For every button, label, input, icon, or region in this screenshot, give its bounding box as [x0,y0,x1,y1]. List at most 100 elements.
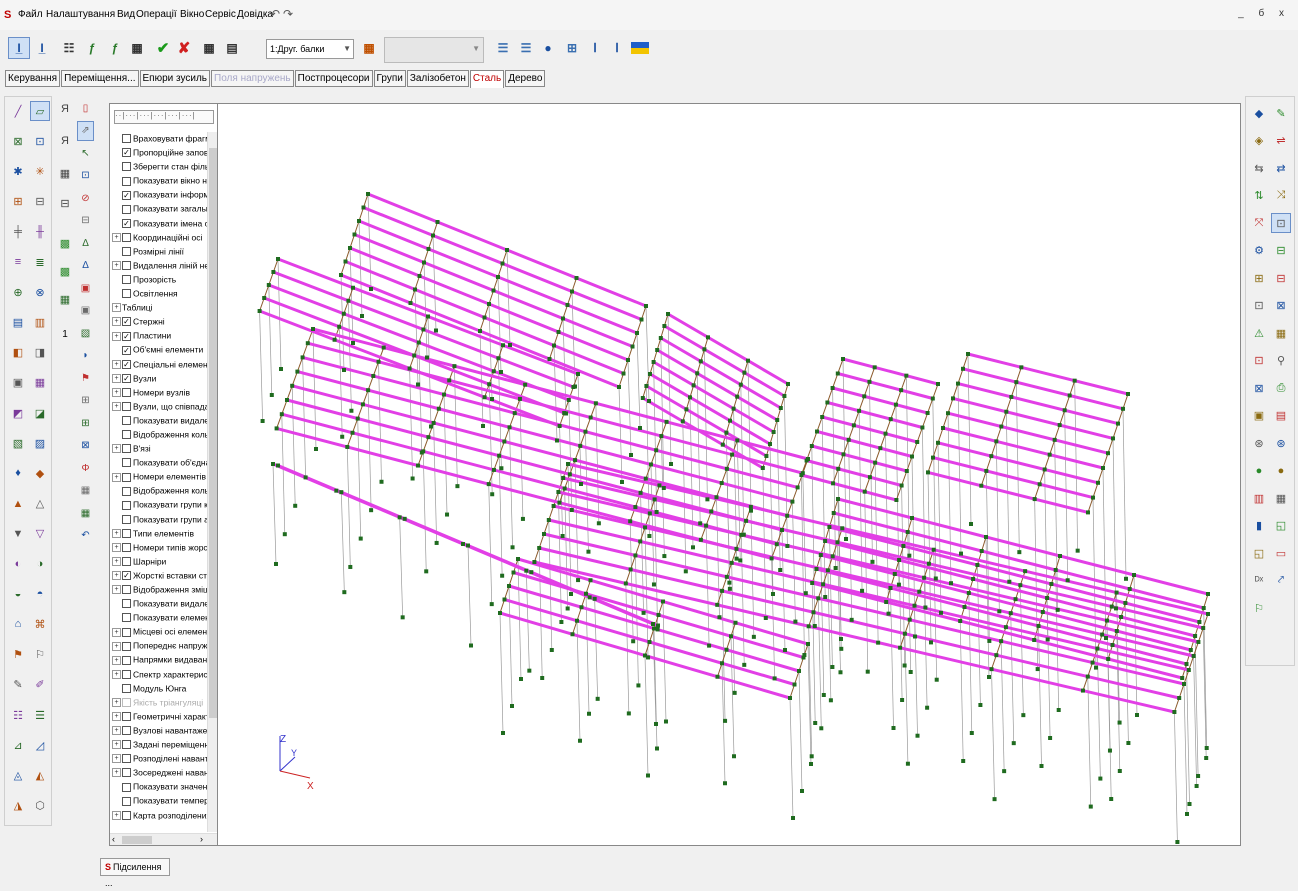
left-tool-icon[interactable]: ✎ [13,679,23,692]
surface-alt-icon[interactable]: ▩ [59,265,71,278]
tree-checkbox[interactable] [122,810,131,820]
right-tool-icon[interactable]: ⚠ [1254,327,1264,340]
right-tool-icon[interactable]: ⚐ [1254,602,1264,615]
right-tool-icon[interactable]: ● [1255,464,1263,477]
expand-icon[interactable]: + [112,528,121,538]
model-viewport[interactable]: Z Y X [218,103,1241,846]
layers-table-icon[interactable]: ▦ [363,41,375,55]
frame-icon[interactable]: ▦ [59,167,71,180]
tree-checkbox[interactable]: ✓ [122,571,131,581]
left-tool-icon[interactable]: ◧ [12,347,24,360]
tab-force-diagrams[interactable]: Епюри зусиль [139,70,211,87]
tree-item[interactable]: Показувати темпер [112,794,209,808]
tree-checkbox[interactable]: ✓ [122,359,131,369]
tree-checkbox[interactable] [122,528,131,538]
left-tool-icon[interactable]: ╫ [36,225,44,238]
tree-checkbox[interactable] [122,444,131,454]
tree-item[interactable]: + Задані переміщення [112,738,214,752]
tree-item[interactable]: + Шарніри [112,555,208,569]
steel-check-icon[interactable]: ☰ [497,41,509,55]
menu-view[interactable]: Вид [117,9,136,20]
tab-steel[interactable]: Сталь [469,70,505,88]
tree-item[interactable]: Показувати вікно на [112,174,212,188]
right-tool-icon[interactable]: ⚲ [1276,355,1286,367]
expand-icon[interactable]: + [112,641,121,651]
mesh-icon[interactable]: ▦ [59,293,71,306]
expand-icon[interactable]: + [112,810,121,820]
info-icon[interactable]: ● [544,41,552,55]
tree-item[interactable]: + Номери типів жорст [112,541,212,555]
expand-icon[interactable]: + [112,359,121,369]
right-tool-icon[interactable]: ⤤ [1277,574,1285,586]
right-tool-icon[interactable]: ⇅ [1254,190,1264,202]
menu-service[interactable]: Сервіс [205,9,236,20]
tree-checkbox[interactable] [122,782,131,792]
tree-checkbox[interactable] [122,232,131,242]
tree-checkbox[interactable] [122,176,131,186]
left-tool-icon[interactable]: ◨ [34,347,46,360]
scroll-left-icon[interactable]: ‹ [112,834,115,844]
menu-settings[interactable]: Налаштування [46,9,116,20]
cancel-x-icon[interactable]: ✘ [177,40,191,57]
view-tool-icon[interactable]: ▦ [80,485,91,496]
tree-item[interactable]: Враховувати фрагм [112,132,211,146]
expand-icon[interactable]: + [112,261,121,271]
expand-icon[interactable]: + [112,232,121,242]
tree-item[interactable]: Показувати видален [112,414,214,428]
expand-icon[interactable]: + [112,542,121,552]
tree-item[interactable]: Показувати видален [112,597,214,611]
left-tool-icon[interactable]: ≣ [35,256,45,269]
tree-item[interactable]: Показувати елемен [112,611,210,625]
left-tool-icon[interactable]: ╱ [14,105,22,118]
left-tool-icon[interactable]: ⌘ [34,618,46,631]
tab-reinforced-concrete[interactable]: Залізобетон [406,70,469,87]
tree-item[interactable]: + Напрямки видаван [112,653,208,667]
view-tool-icon[interactable]: ⚑ [81,372,90,384]
right-tool-icon[interactable]: ◱ [1253,547,1265,560]
tree-item[interactable]: + Розподілені наванта [112,752,213,766]
right-tool-icon[interactable]: ⊡ [1254,355,1264,367]
tree-checkbox[interactable] [122,613,131,623]
right-tool-icon[interactable]: ⊛ [1254,437,1264,450]
tree-checkbox[interactable] [122,557,131,567]
tree-item[interactable]: Зберегти стан фільт [112,160,213,174]
left-tool-icon[interactable]: ✳ [35,165,45,178]
tree-item[interactable]: ✓ Показувати інформ [112,188,209,202]
expand-icon[interactable]: + [112,768,121,778]
expand-icon[interactable]: + [112,712,121,722]
expand-icon[interactable]: + [112,669,121,679]
tree-item[interactable]: ✓ Об'ємні елементи [112,343,208,357]
left-tool-icon[interactable]: ⚑ [13,649,23,662]
tree-checkbox[interactable] [122,542,131,552]
tree-horizontal-scrollbar[interactable]: ‹ › [110,833,217,845]
tab-displacements[interactable]: Переміщення... [61,70,139,87]
grid-icon[interactable]: ▦ [203,41,215,55]
tree-checkbox[interactable]: ✓ [122,218,131,228]
left-tool-icon[interactable]: ◐ [14,558,22,570]
view-tool-icon[interactable]: ⇗ [77,120,94,141]
right-tool-icon[interactable]: ▥ [1253,492,1265,505]
tree-checkbox[interactable] [122,655,131,665]
tree-item[interactable]: + ✓ Стержні [112,315,208,329]
tree-checkbox[interactable] [122,289,131,299]
tree-item[interactable]: Розмірні лінії [112,245,208,259]
left-tool-icon[interactable]: ▲ [12,497,24,510]
tree-checkbox[interactable] [122,275,131,285]
tree-checkbox[interactable]: ✓ [122,331,131,341]
tree-item[interactable]: + Вузлові навантажен [112,724,212,738]
tree-item[interactable]: Показувати загалы [112,202,208,216]
tree-checkbox[interactable] [122,585,131,595]
right-tool-icon[interactable]: ⊟ [1276,272,1286,285]
tree-item[interactable]: + Відображення зміщ [112,583,210,597]
menu-operations[interactable]: Операції [136,9,177,20]
left-tool-icon[interactable]: ≡ [14,256,22,268]
right-tool-icon[interactable]: ᴰˣ [1254,574,1264,587]
right-tool-icon[interactable]: ⤧ [1254,216,1264,229]
tree-checkbox[interactable] [122,162,131,172]
expand-icon[interactable]: + [112,585,121,595]
tree-item[interactable]: Відображення колы [112,484,211,498]
left-tool-icon[interactable]: ▨ [34,437,46,450]
table-view-icon[interactable]: I̲ [8,37,30,59]
filter-icon[interactable]: ƒ [88,41,96,55]
tree-item[interactable]: + Місцеві осі елемент [112,625,211,639]
